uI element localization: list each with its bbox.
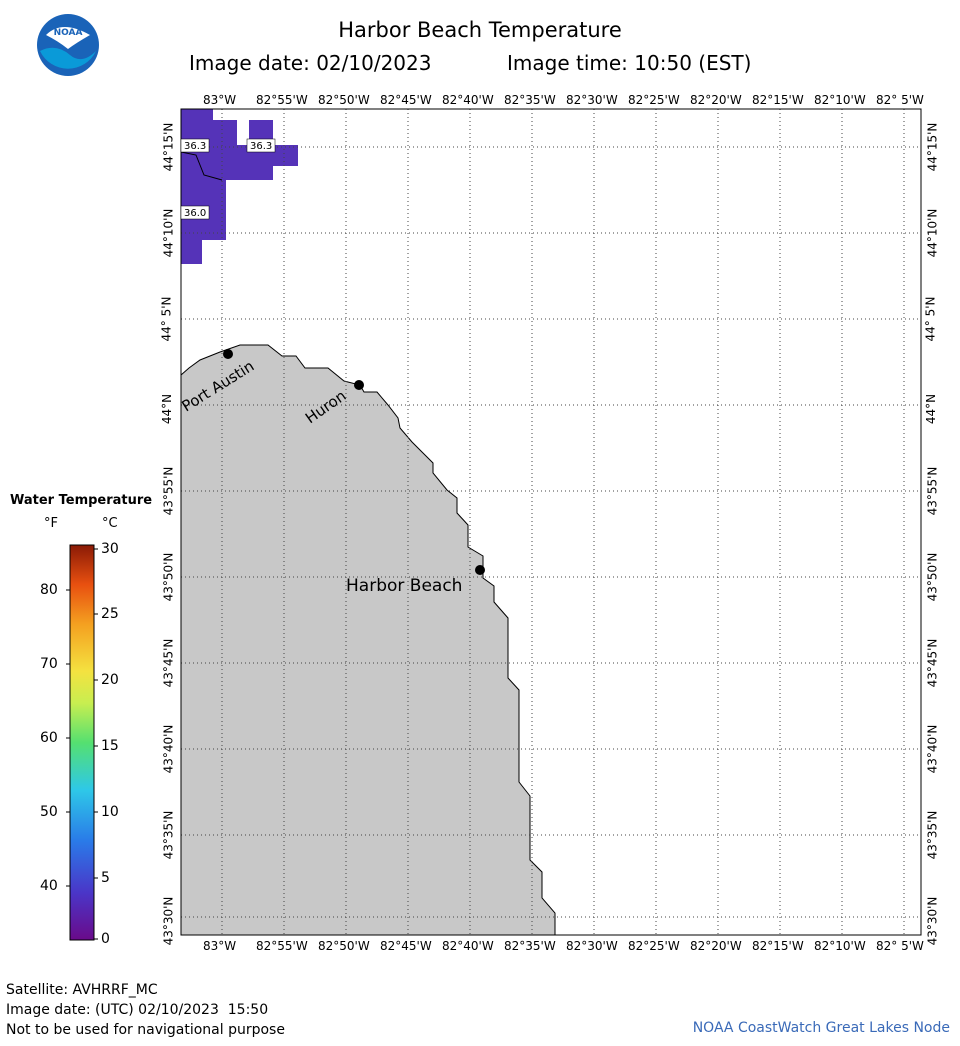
lon-label: 82°35'W [504, 93, 556, 107]
legend-f-tick: 80 [40, 582, 58, 598]
legend-unit-c: °C [102, 516, 118, 531]
legend-f-tick: 50 [40, 804, 58, 820]
land-area [180, 344, 556, 936]
legend-c-tick: 20 [101, 672, 119, 688]
utc-date: Image date: (UTC) 02/10/2023 15:50 [6, 1002, 269, 1018]
lon-label: 82° 5'W [876, 93, 924, 107]
lon-label: 82°15'W [752, 93, 804, 107]
image-date: Image date: 02/10/2023 [189, 51, 432, 75]
lon-label: 82°40'W [442, 93, 494, 107]
temp-label: 36.3 [250, 141, 272, 152]
temp-label: 36.0 [184, 208, 206, 219]
lon-label: 82°30'W [566, 939, 618, 953]
logo-text: NOAA [54, 28, 83, 38]
lon-label: 82°30'W [566, 93, 618, 107]
legend-c-tick: 25 [101, 606, 119, 622]
disclaimer: Not to be used for navigational purpose [6, 1022, 285, 1038]
legend-f-tick: 60 [40, 730, 58, 746]
lon-label: 82°25'W [628, 93, 680, 107]
page-title: Harbor Beach Temperature [338, 18, 622, 42]
noaa-logo: NOAA [36, 13, 100, 77]
temp-label: 36.3 [184, 141, 206, 152]
lon-label: 82°10'W [814, 939, 866, 953]
map-frame [180, 108, 922, 936]
port-austin-marker [223, 349, 233, 359]
legend-f-tick: 40 [40, 878, 58, 894]
lon-label: 82°20'W [690, 93, 742, 107]
lon-label: 82°10'W [814, 93, 866, 107]
satellite-info: Satellite: AVHRRF_MC [6, 982, 158, 998]
legend-c-tick: 5 [101, 870, 110, 886]
legend-c-tick: 0 [101, 931, 110, 947]
lon-label: 82°15'W [752, 939, 804, 953]
lon-label: 82°50'W [318, 939, 370, 953]
lon-label: 83°W [203, 93, 237, 107]
lon-label: 82° 5'W [876, 939, 924, 953]
lon-label: 82°55'W [256, 939, 308, 953]
credit-link[interactable]: NOAA CoastWatch Great Lakes Node [692, 1020, 950, 1036]
legend-title: Water Temperature [10, 493, 153, 508]
place-label-harbor-beach: Harbor Beach [346, 576, 462, 596]
lon-label: 82°50'W [318, 93, 370, 107]
legend-c-tick: 30 [101, 541, 119, 557]
lon-label: 82°20'W [690, 939, 742, 953]
legend-c-tick: 15 [101, 738, 119, 754]
lon-label: 83°W [203, 939, 237, 953]
lon-label: 82°55'W [256, 93, 308, 107]
lon-label: 82°25'W [628, 939, 680, 953]
huron-marker [354, 380, 364, 390]
legend-unit-f: °F [44, 516, 58, 531]
lon-label: 82°45'W [380, 939, 432, 953]
lon-label: 82°45'W [380, 93, 432, 107]
graticule [181, 109, 921, 935]
temperature-labels: 36.3 36.3 36.0 [180, 138, 276, 220]
legend-f-tick: 70 [40, 656, 58, 672]
legend-c-tick: 10 [101, 804, 119, 820]
harbor-beach-marker [475, 565, 485, 575]
lon-label: 82°40'W [442, 939, 494, 953]
image-time: Image time: 10:50 (EST) [507, 51, 752, 75]
colorbar [69, 544, 95, 941]
lon-label: 82°35'W [504, 939, 556, 953]
